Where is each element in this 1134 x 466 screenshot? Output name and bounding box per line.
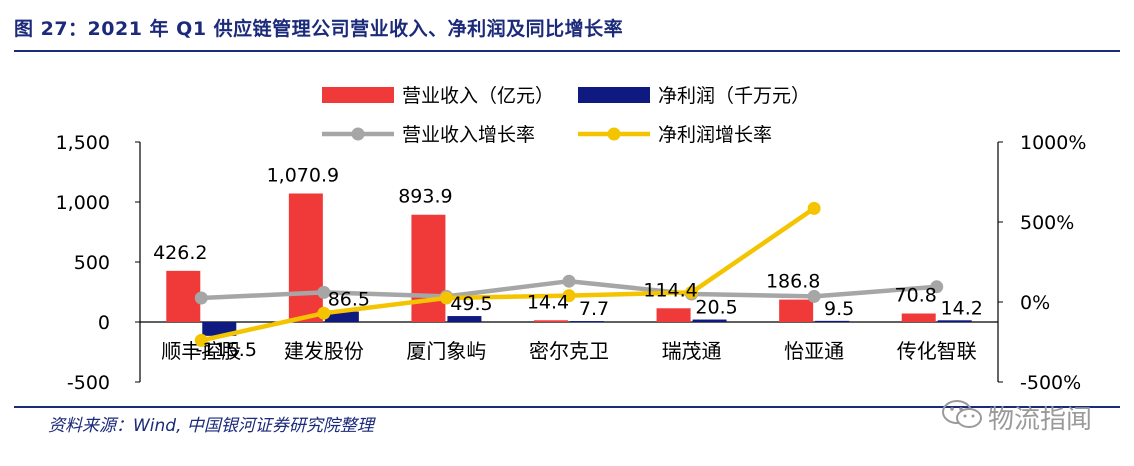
y-right-tick-label: -500%: [1020, 372, 1081, 394]
bar-net-profit: [815, 320, 850, 322]
revenue-data-label: 114.4: [643, 279, 697, 301]
source-note: 资料来源：Wind, 中国银河证券研究院整理: [48, 416, 374, 436]
legend-label-revenue: 营业收入（亿元）: [402, 85, 554, 107]
revenue-growth-point: [194, 291, 208, 305]
revenue-data-label: 1,070.9: [267, 164, 340, 186]
revenue-growth-point: [807, 289, 821, 303]
y-left-tick-label: 1,000: [56, 192, 110, 214]
bar-net-profit: [937, 320, 972, 322]
revenue-data-label: 186.8: [766, 271, 820, 293]
title-rule: [14, 50, 1120, 52]
y-right-tick-label: 0%: [1020, 292, 1050, 314]
bar-net-profit: [692, 319, 727, 322]
y-left-tick-label: 1,500: [56, 132, 110, 154]
category-label: 密尔克卫: [529, 339, 609, 363]
profit-growth-point: [562, 289, 576, 303]
category-label: 厦门象屿: [406, 339, 486, 363]
bar-net-profit: [324, 311, 359, 322]
category-label: 怡亚通: [784, 339, 844, 363]
revenue-data-label: 14.4: [527, 291, 569, 313]
legend-swatch-net-profit: [578, 87, 650, 103]
revenue-data-label: 70.8: [895, 285, 937, 307]
net-profit-data-label: 7.7: [579, 298, 609, 320]
legend-marker-revenue-growth: [351, 127, 365, 141]
bar-revenue: [288, 193, 323, 322]
wechat-icon: [942, 400, 982, 428]
legend-swatch-revenue: [322, 87, 394, 103]
source-rule: [14, 406, 1120, 408]
net-profit-data-label: 49.5: [450, 293, 492, 315]
revenue-growth-point: [930, 280, 944, 294]
y-left-tick-label: 0: [98, 312, 110, 334]
profit-growth-point: [439, 291, 453, 305]
bar-revenue: [779, 299, 814, 322]
profit-growth-point: [685, 285, 699, 299]
figure-title: 图 27：2021 年 Q1 供应链管理公司营业收入、净利润及同比增长率: [14, 18, 624, 40]
revenue-data-label: 893.9: [398, 186, 452, 208]
revenue-growth-point: [562, 274, 576, 288]
revenue-data-label: 426.2: [153, 242, 207, 264]
bar-net-profit: [447, 316, 482, 322]
bar-revenue: [656, 308, 691, 322]
profit-growth-point: [317, 306, 331, 320]
net-profit-data-label: -115.5: [196, 339, 257, 361]
net-profit-data-label: 20.5: [695, 297, 737, 319]
profit-growth-point: [194, 333, 208, 347]
bar-revenue: [901, 313, 936, 322]
category-label: 建发股份: [284, 339, 364, 363]
watermark-text: 物流指闻: [988, 405, 1093, 435]
bar-revenue: [534, 320, 568, 322]
bar-revenue: [166, 270, 201, 322]
profit-growth-line: [199, 206, 817, 343]
legend-label-revenue-growth: 营业收入增长率: [402, 124, 535, 146]
y-left-tick-label: 500: [74, 252, 110, 274]
category-label: 瑞茂通: [662, 339, 722, 363]
net-profit-data-label: 14.2: [941, 297, 983, 319]
legend-marker-profit-growth: [607, 127, 621, 141]
legend-label-net-profit: 净利润（千万元）: [658, 85, 810, 107]
revenue-growth-point: [317, 285, 331, 299]
legend-label-profit-growth: 净利润增长率: [658, 124, 772, 146]
y-right-tick-label: 1000%: [1020, 132, 1086, 154]
y-right-tick-label: 500%: [1020, 212, 1074, 234]
watermark: 物流指闻: [936, 396, 1116, 436]
y-left-tick-label: -500: [67, 372, 110, 394]
profit-growth-point: [807, 201, 821, 215]
bar-revenue: [411, 214, 446, 322]
net-profit-data-label: 86.5: [328, 289, 370, 311]
net-profit-data-label: 9.5: [824, 298, 854, 320]
category-label: 传化智联: [897, 339, 977, 363]
bar-net-profit: [570, 321, 604, 323]
